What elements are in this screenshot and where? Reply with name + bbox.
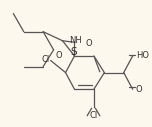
Text: O: O <box>136 85 142 94</box>
Text: NH: NH <box>69 36 82 45</box>
Text: O: O <box>55 51 62 60</box>
Text: Cl: Cl <box>42 55 50 64</box>
Text: O: O <box>86 39 92 48</box>
Text: S: S <box>70 47 77 57</box>
Text: Cl: Cl <box>90 110 98 120</box>
Text: HO: HO <box>136 51 149 60</box>
